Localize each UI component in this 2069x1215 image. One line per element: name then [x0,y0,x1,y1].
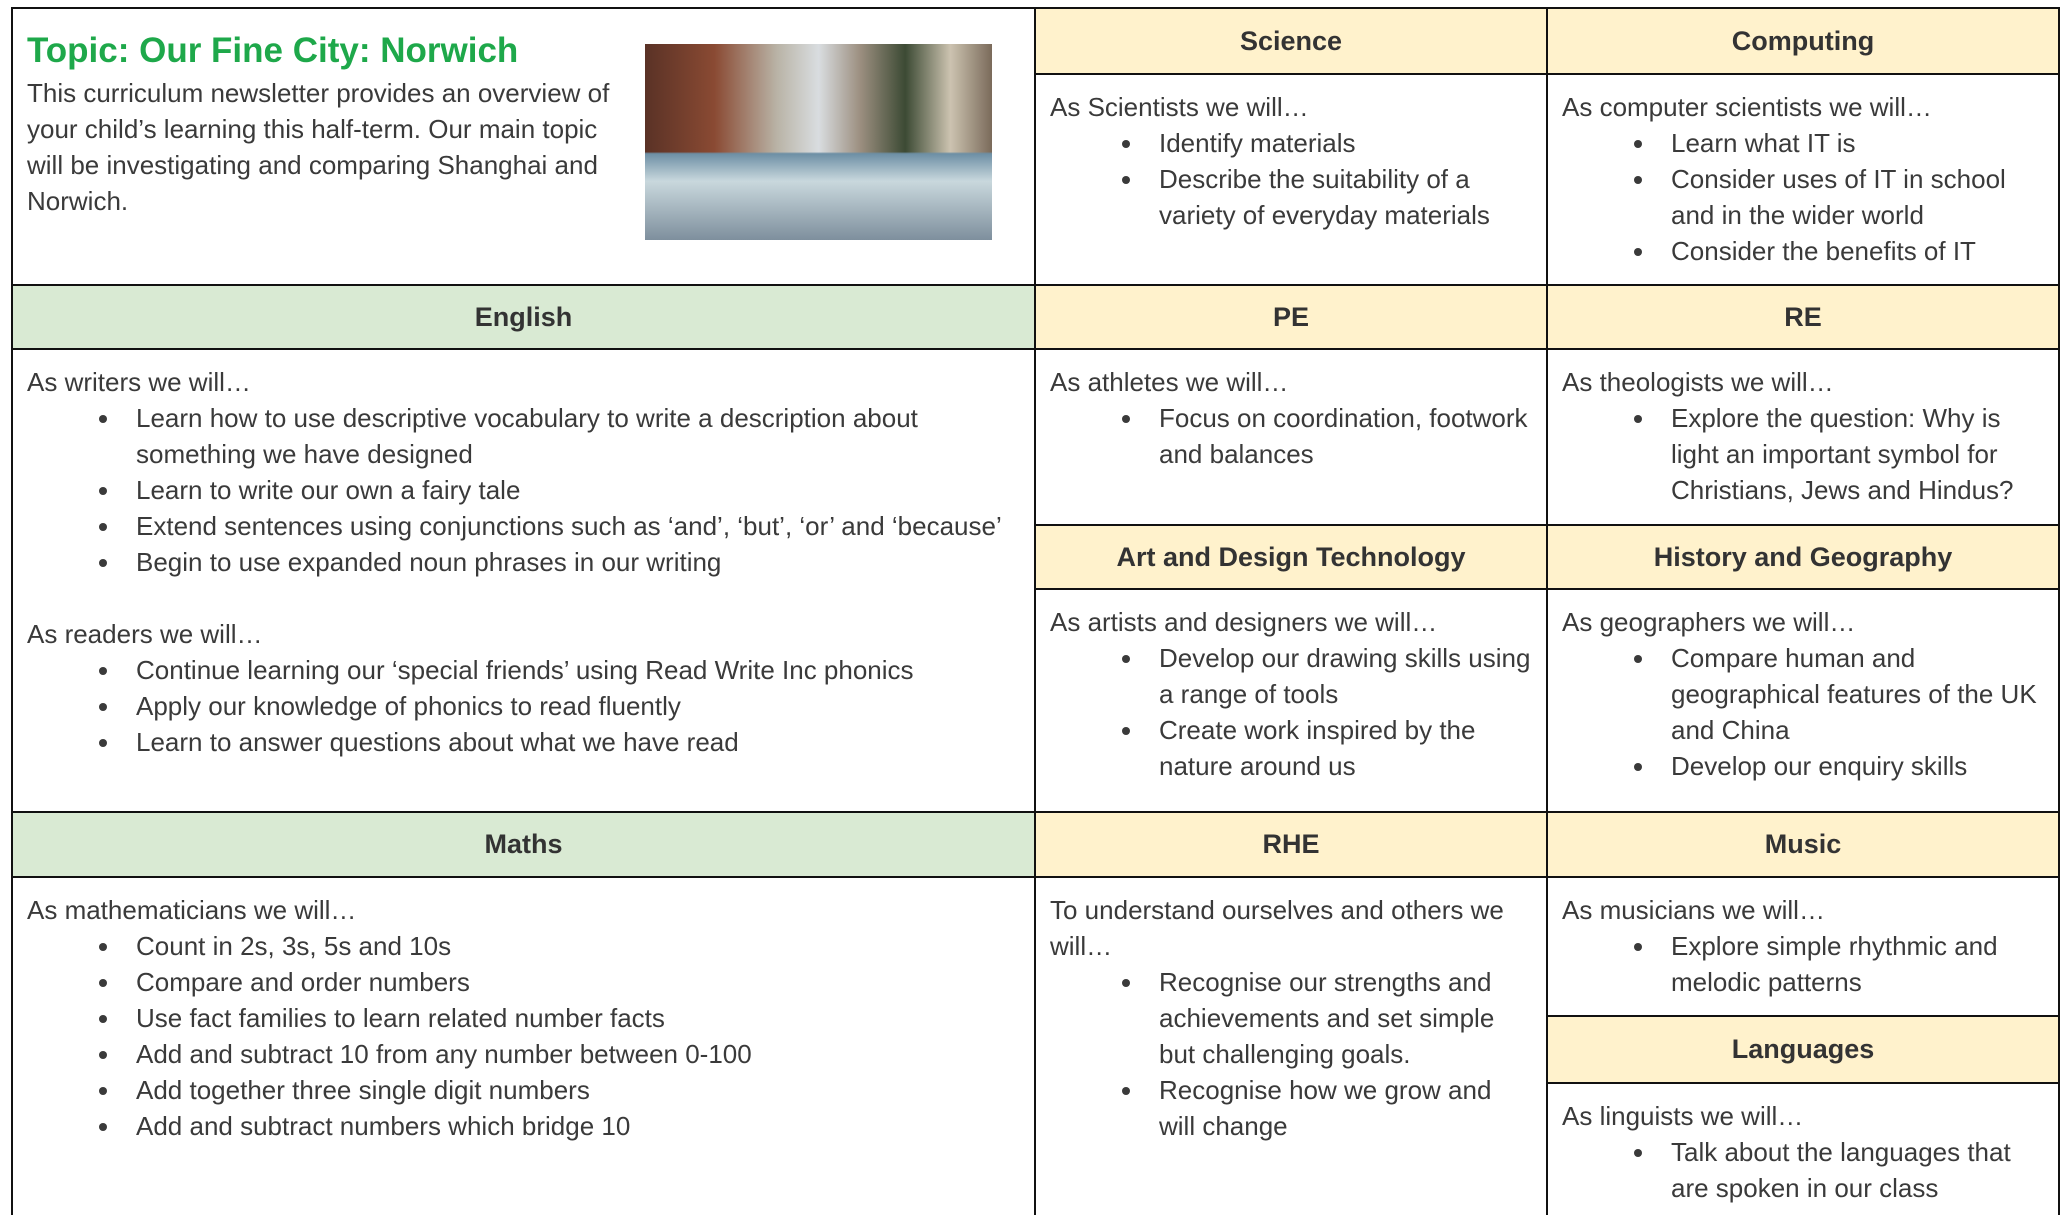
bullet-list: Learn how to use descriptive vocabulary … [27,400,1020,580]
intro-text: As artists and designers we will… [1050,607,1438,637]
section-body: To understand ourselves and others we wi… [1034,876,1548,1215]
bullet-item: Compare human and geographical features … [1657,640,2044,748]
intro-text: As Scientists we will… [1050,92,1309,122]
bullet-item: Continue learning our ‘special friends’ … [122,652,1020,688]
section-body: As geographers we will…Compare human and… [1546,588,2060,813]
bullet-item: Identify materials [1145,125,1532,161]
intro-text: As athletes we will… [1050,367,1289,397]
section-heading: Maths [11,811,1036,878]
bullet-item: Explore simple rhythmic and melodic patt… [1657,928,2044,1000]
topic-title: Topic: Our Fine City: Norwich [27,31,519,70]
bullet-list: Recognise our strengths and achievements… [1050,964,1532,1144]
bullet-item: Count in 2s, 3s, 5s and 10s [122,928,1020,964]
bullet-item: Compare and order numbers [122,964,1020,1000]
bullet-list: Explore the question: Why is light an im… [1562,400,2044,508]
bullet-item: Create work inspired by the nature aroun… [1145,712,1532,784]
section-body: As computer scientists we will…Learn wha… [1546,73,2060,286]
section-heading: RE [1546,284,2060,350]
section-body: As Scientists we will…Identify materials… [1034,73,1548,286]
bullet-item: Begin to use expanded noun phrases in ou… [122,544,1020,580]
section-heading: Art and Design Technology [1034,524,1548,590]
bullet-item: Recognise how we grow and will change [1145,1072,1532,1144]
bullet-item: Apply our knowledge of phonics to read f… [122,688,1020,724]
bullet-list: Learn what IT isConsider uses of IT in s… [1562,125,2044,269]
section-heading: PE [1034,284,1548,350]
section-body: As artists and designers we will…Develop… [1034,588,1548,813]
bullet-item: Learn how to use descriptive vocabulary … [122,400,1020,472]
bullet-item: Add and subtract 10 from any number betw… [122,1036,1020,1072]
bullet-list: Explore simple rhythmic and melodic patt… [1562,928,2044,1000]
bullet-list: Talk about the languages that are spoken… [1562,1134,2044,1206]
section-body: As musicians we will…Explore simple rhyt… [1546,876,2060,1017]
bullet-item: Learn to write our own a fairy tale [122,472,1020,508]
intro-text: As mathematicians we will… [27,895,357,925]
bullet-item: Describe the suitability of a variety of… [1145,161,1532,233]
section-heading: RHE [1034,811,1548,878]
intro-text: As computer scientists we will… [1562,92,1932,122]
section-heading: Languages [1546,1015,2060,1084]
bullet-item: Talk about the languages that are spoken… [1657,1134,2044,1206]
section-heading: Science [1034,7,1548,75]
bullet-list: Focus on coordination, footwork and bala… [1050,400,1532,472]
bullet-list: Identify materialsDescribe the suitabili… [1050,125,1532,233]
bullet-item: Learn what IT is [1657,125,2044,161]
intro-text: To understand ourselves and others we wi… [1050,895,1504,961]
bullet-list: Continue learning our ‘special friends’ … [27,652,1020,760]
intro-text: As musicians we will… [1562,895,1825,925]
bullet-list: Develop our drawing skills using a range… [1050,640,1532,784]
intro-text: As readers we will… [27,619,263,649]
section-heading: English [11,284,1036,350]
section-body: As athletes we will…Focus on coordinatio… [1034,348,1548,526]
section-body: As theologists we will…Explore the quest… [1546,348,2060,526]
topic-intro: This curriculum newsletter provides an o… [27,78,610,216]
bullet-list: Count in 2s, 3s, 5s and 10sCompare and o… [27,928,1020,1144]
section-heading: History and Geography [1546,524,2060,590]
intro-text: As writers we will… [27,367,251,397]
intro-text: As linguists we will… [1562,1101,1804,1131]
intro-text: As theologists we will… [1562,367,1834,397]
bullet-list: Compare human and geographical features … [1562,640,2044,784]
section-heading: Music [1546,811,2060,878]
bullet-item: Add and subtract numbers which bridge 10 [122,1108,1020,1144]
bullet-item: Learn to answer questions about what we … [122,724,1020,760]
bullet-item: Develop our enquiry skills [1657,748,2044,784]
section-body: As linguists we will…Talk about the lang… [1546,1082,2060,1215]
bullet-item: Extend sentences using conjunctions such… [122,508,1020,544]
bullet-item: Develop our drawing skills using a range… [1145,640,1532,712]
bullet-item: Consider the benefits of IT [1657,233,2044,269]
photo [645,44,992,240]
bullet-item: Consider uses of IT in school and in the… [1657,161,2044,233]
bullet-item: Add together three single digit numbers [122,1072,1020,1108]
section-body: As writers we will…Learn how to use desc… [11,348,1036,813]
bullet-item: Recognise our strengths and achievements… [1145,964,1532,1072]
bullet-item: Focus on coordination, footwork and bala… [1145,400,1532,472]
bullet-item: Use fact families to learn related numbe… [122,1000,1020,1036]
section-body: As mathematicians we will…Count in 2s, 3… [11,876,1036,1215]
bullet-item: Explore the question: Why is light an im… [1657,400,2044,508]
section-heading: Computing [1546,7,2060,75]
topic-cell: Topic: Our Fine City: Norwich This curri… [11,7,1036,286]
intro-text: As geographers we will… [1562,607,1856,637]
